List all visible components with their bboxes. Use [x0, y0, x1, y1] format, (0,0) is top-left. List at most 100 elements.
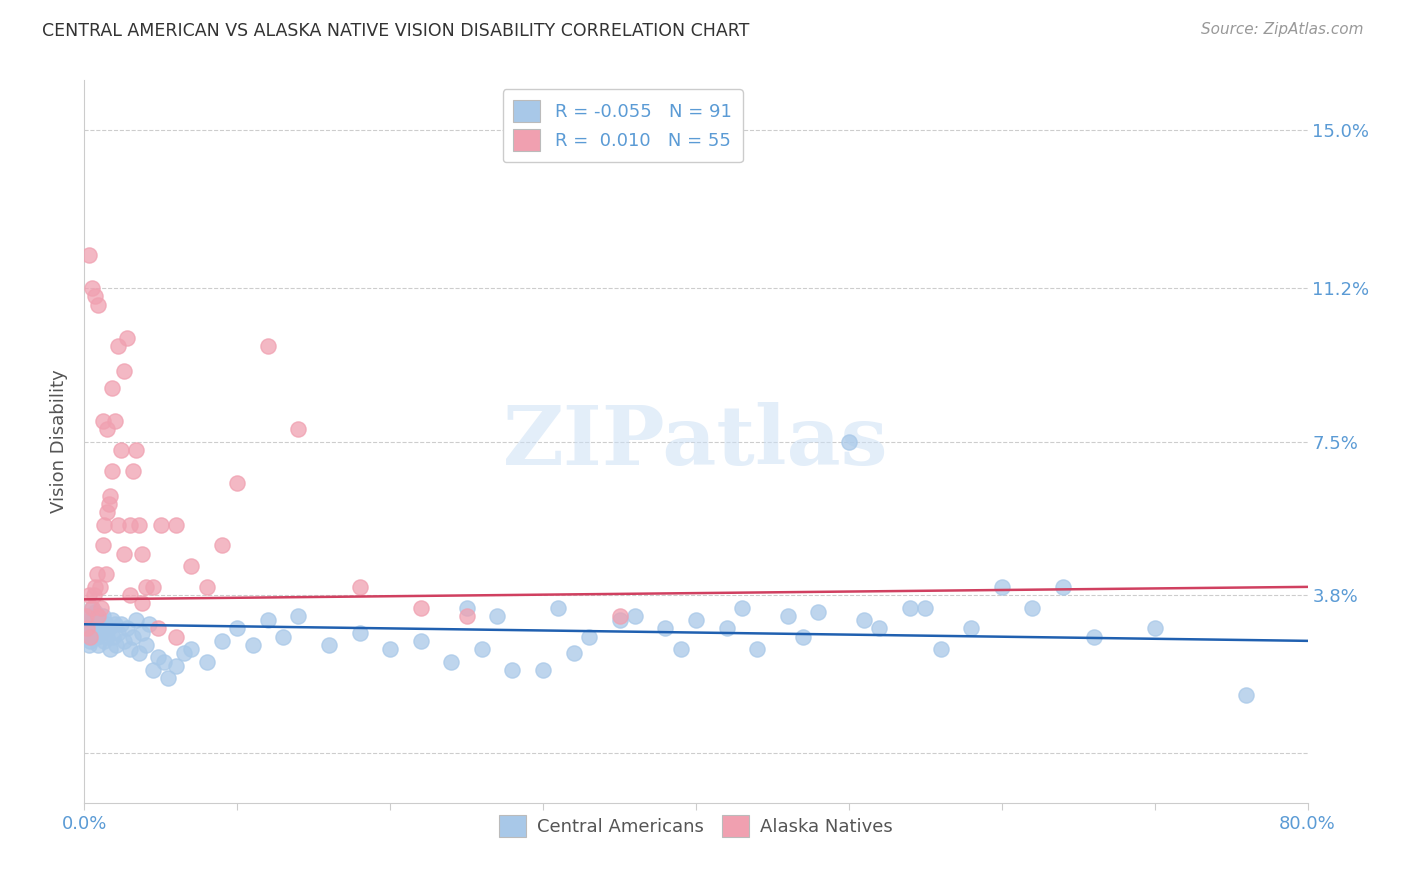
- Point: [180, 642, 202, 657]
- Text: Source: ZipAtlas.com: Source: ZipAtlas.com: [1201, 22, 1364, 37]
- Point: [409, 600, 432, 615]
- Point: [80, 281, 103, 295]
- Point: [380, 642, 402, 657]
- Text: CENTRAL AMERICAN VS ALASKA NATIVE VISION DISABILITY CORRELATION CHART: CENTRAL AMERICAN VS ALASKA NATIVE VISION…: [42, 22, 749, 40]
- Point: [80, 600, 103, 615]
- Point: [87, 613, 110, 627]
- Point: [77, 617, 100, 632]
- Point: [149, 517, 172, 532]
- Point: [96, 505, 118, 519]
- Point: [242, 638, 264, 652]
- Point: [122, 464, 145, 478]
- Point: [86, 630, 108, 644]
- Point: [898, 600, 921, 615]
- Point: [93, 517, 115, 532]
- Point: [747, 642, 769, 657]
- Point: [257, 613, 280, 627]
- Point: [287, 609, 309, 624]
- Point: [86, 617, 108, 632]
- Point: [76, 621, 98, 635]
- Point: [79, 633, 101, 648]
- Point: [1236, 688, 1258, 702]
- Point: [89, 580, 111, 594]
- Point: [84, 625, 107, 640]
- Point: [211, 633, 233, 648]
- Point: [1083, 630, 1105, 644]
- Point: [257, 339, 280, 353]
- Point: [135, 638, 157, 652]
- Point: [87, 638, 110, 652]
- Point: [685, 613, 707, 627]
- Point: [76, 630, 98, 644]
- Point: [94, 617, 117, 632]
- Point: [98, 642, 121, 657]
- Text: ZIPatlas: ZIPatlas: [503, 401, 889, 482]
- Point: [195, 580, 218, 594]
- Point: [120, 588, 142, 602]
- Point: [914, 600, 936, 615]
- Point: [318, 638, 340, 652]
- Point: [107, 339, 129, 353]
- Point: [83, 630, 105, 644]
- Point: [456, 609, 478, 624]
- Point: [97, 621, 120, 635]
- Point: [91, 609, 114, 624]
- Point: [120, 517, 142, 532]
- Point: [716, 621, 738, 635]
- Point: [456, 600, 478, 615]
- Point: [86, 567, 108, 582]
- Point: [165, 630, 187, 644]
- Point: [91, 538, 114, 552]
- Point: [77, 638, 100, 652]
- Point: [146, 650, 169, 665]
- Point: [90, 600, 112, 615]
- Point: [153, 655, 176, 669]
- Point: [104, 414, 127, 428]
- Point: [271, 630, 294, 644]
- Point: [84, 289, 107, 303]
- Point: [77, 248, 100, 262]
- Point: [929, 642, 952, 657]
- Point: [1021, 600, 1043, 615]
- Point: [75, 621, 97, 635]
- Point: [115, 331, 138, 345]
- Point: [669, 642, 692, 657]
- Point: [792, 630, 814, 644]
- Point: [125, 613, 148, 627]
- Point: [101, 380, 124, 394]
- Point: [80, 600, 103, 615]
- Point: [226, 476, 249, 491]
- Point: [440, 655, 463, 669]
- Point: [79, 613, 101, 627]
- Point: [83, 609, 105, 624]
- Point: [195, 655, 218, 669]
- Point: [104, 617, 127, 632]
- Point: [112, 633, 135, 648]
- Point: [287, 422, 309, 436]
- Point: [869, 621, 891, 635]
- Point: [486, 609, 509, 624]
- Point: [96, 422, 118, 436]
- Point: [101, 613, 124, 627]
- Point: [112, 547, 135, 561]
- Point: [103, 630, 125, 644]
- Point: [578, 630, 600, 644]
- Point: [112, 364, 135, 378]
- Point: [135, 580, 157, 594]
- Point: [131, 597, 153, 611]
- Point: [165, 517, 187, 532]
- Point: [101, 464, 124, 478]
- Point: [105, 638, 128, 652]
- Legend: Central Americans, Alaska Natives: Central Americans, Alaska Natives: [492, 808, 900, 845]
- Point: [211, 538, 233, 552]
- Point: [128, 646, 150, 660]
- Point: [77, 588, 100, 602]
- Point: [115, 621, 138, 635]
- Point: [349, 580, 371, 594]
- Point: [146, 621, 169, 635]
- Point: [609, 613, 631, 627]
- Point: [142, 663, 165, 677]
- Point: [731, 600, 754, 615]
- Point: [1052, 580, 1074, 594]
- Point: [122, 630, 145, 644]
